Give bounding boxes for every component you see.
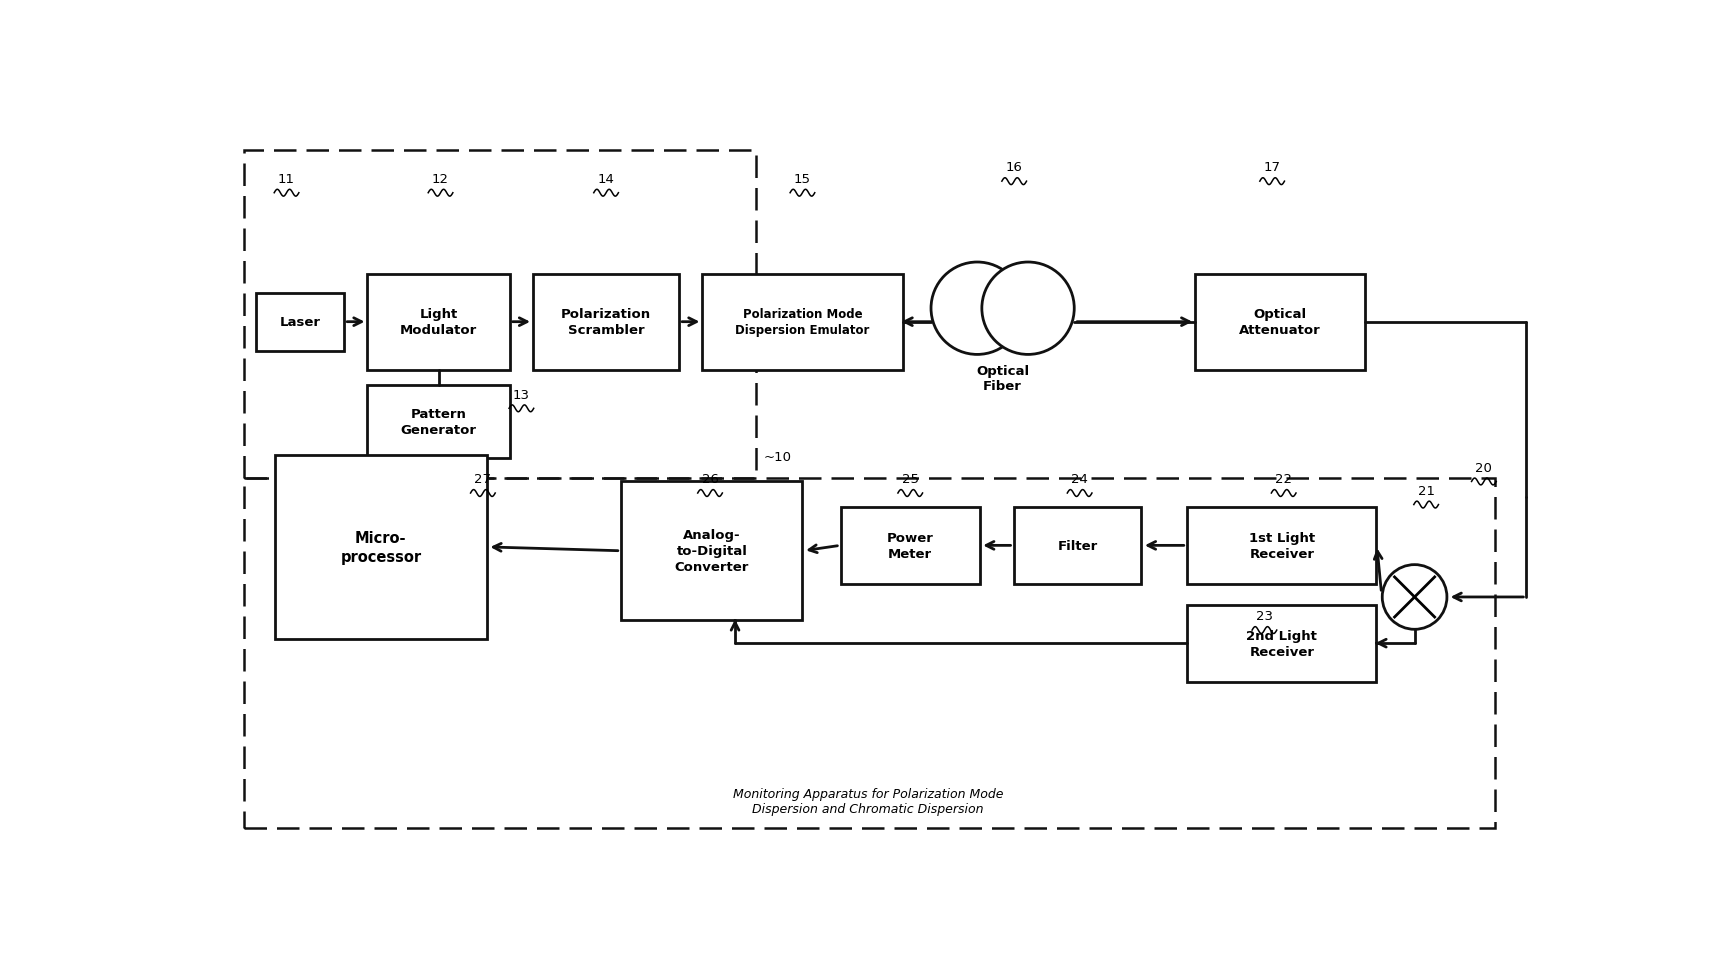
Text: Micro-
processor: Micro- processor xyxy=(340,531,421,564)
Circle shape xyxy=(1382,565,1446,630)
Circle shape xyxy=(981,263,1075,355)
Text: 26: 26 xyxy=(702,472,718,486)
Bar xyxy=(1188,605,1377,682)
Circle shape xyxy=(931,263,1023,355)
Bar xyxy=(255,293,345,351)
Bar xyxy=(1014,508,1141,584)
Bar xyxy=(621,482,803,620)
Bar xyxy=(1188,508,1377,584)
Text: 2nd Light
Receiver: 2nd Light Receiver xyxy=(1247,629,1318,658)
Text: Pattern
Generator: Pattern Generator xyxy=(401,408,477,437)
Text: Optical
Fiber: Optical Fiber xyxy=(976,364,1030,392)
Bar xyxy=(532,274,680,371)
Text: 14: 14 xyxy=(598,173,614,186)
Text: ~10: ~10 xyxy=(765,450,792,463)
Text: 21: 21 xyxy=(1418,484,1434,498)
Bar xyxy=(1195,274,1365,371)
Text: Laser: Laser xyxy=(279,316,321,329)
Bar xyxy=(244,152,756,478)
Text: Optical
Attenuator: Optical Attenuator xyxy=(1240,308,1321,336)
Text: Monitoring Apparatus for Polarization Mode
Dispersion and Chromatic Dispersion: Monitoring Apparatus for Polarization Mo… xyxy=(733,787,1004,815)
Bar xyxy=(841,508,980,584)
Bar xyxy=(368,274,510,371)
Text: 27: 27 xyxy=(475,472,491,486)
Text: 1st Light
Receiver: 1st Light Receiver xyxy=(1248,531,1314,560)
Text: Filter: Filter xyxy=(1058,539,1098,553)
Text: 16: 16 xyxy=(1006,161,1023,174)
Text: Polarization Mode
Dispersion Emulator: Polarization Mode Dispersion Emulator xyxy=(735,308,870,336)
Text: 20: 20 xyxy=(1476,462,1493,474)
Text: 22: 22 xyxy=(1274,472,1292,486)
Text: 25: 25 xyxy=(902,472,919,486)
Bar xyxy=(702,274,902,371)
Text: 12: 12 xyxy=(432,173,449,186)
Text: 11: 11 xyxy=(277,173,295,186)
Text: 23: 23 xyxy=(1255,609,1273,623)
Bar xyxy=(244,478,1495,828)
Text: Power
Meter: Power Meter xyxy=(886,531,933,560)
Text: 15: 15 xyxy=(794,173,812,186)
Bar xyxy=(276,455,487,640)
Bar xyxy=(368,385,510,459)
Text: Polarization
Scrambler: Polarization Scrambler xyxy=(562,308,652,336)
Text: Light
Modulator: Light Modulator xyxy=(401,308,477,336)
Text: 17: 17 xyxy=(1264,161,1281,174)
Text: Analog-
to-Digital
Converter: Analog- to-Digital Converter xyxy=(675,529,749,574)
Text: 13: 13 xyxy=(513,388,531,401)
Text: 24: 24 xyxy=(1072,472,1087,486)
